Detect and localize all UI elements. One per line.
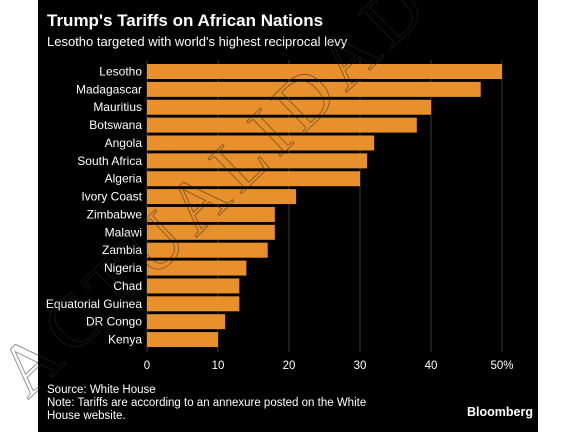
chart-subtitle: Lesotho targeted with world's highest re…: [47, 34, 348, 49]
chart-footer: Source: White House Note: Tariffs are ac…: [47, 384, 387, 423]
category-label: DR Congo: [86, 315, 142, 329]
x-tick-label: 0: [144, 360, 150, 372]
bar: [147, 81, 481, 97]
bar: [147, 135, 375, 151]
category-label: South Africa: [77, 154, 142, 168]
category-label: Mauritius: [93, 100, 142, 114]
category-label: Zambia: [102, 243, 142, 257]
bar: [147, 171, 360, 187]
bar: [147, 242, 268, 258]
x-tick-label: 30: [354, 360, 367, 372]
category-label: Angola: [105, 136, 143, 150]
category-label: Chad: [113, 279, 142, 293]
source-note: Source: White House: [47, 384, 156, 396]
category-label: Kenya: [108, 333, 142, 347]
chart-panel: Trump's Tariffs on African Nations Lesot…: [38, 0, 538, 432]
x-tick-label: 40: [425, 360, 438, 372]
category-label: Algeria: [105, 172, 143, 186]
bar: [147, 260, 247, 276]
bar: [147, 278, 240, 294]
bar: [147, 296, 240, 312]
bar: [147, 153, 368, 169]
x-tick-label: 20: [283, 360, 296, 372]
category-label: Madagascar: [76, 82, 142, 96]
bar: [147, 117, 417, 133]
category-label: Equatorial Guinea: [46, 297, 142, 311]
bar: [147, 189, 297, 205]
bar: [147, 64, 502, 79]
x-tick-label: 10: [212, 360, 225, 372]
bar: [147, 206, 275, 222]
category-label: Lesotho: [99, 65, 142, 79]
bar-chart: Lesotho Madagascar Mauritius Botswana Angola…: [46, 60, 514, 372]
bar: [147, 224, 275, 240]
category-label: Zimbabwe: [87, 207, 143, 221]
bar: [147, 99, 431, 115]
category-label: Malawi: [105, 225, 142, 239]
bar: [147, 314, 226, 330]
category-label: Botswana: [89, 118, 142, 132]
chart-title: Trump's Tariffs on African Nations: [47, 11, 324, 30]
x-tick-label: 50%: [490, 360, 513, 372]
bar: [147, 332, 218, 348]
footnote: Note: Tariffs are according to an annexu…: [47, 397, 367, 422]
bloomberg-logo: Bloomberg: [467, 405, 533, 419]
category-label: Nigeria: [104, 261, 142, 275]
category-label: Ivory Coast: [81, 190, 142, 204]
